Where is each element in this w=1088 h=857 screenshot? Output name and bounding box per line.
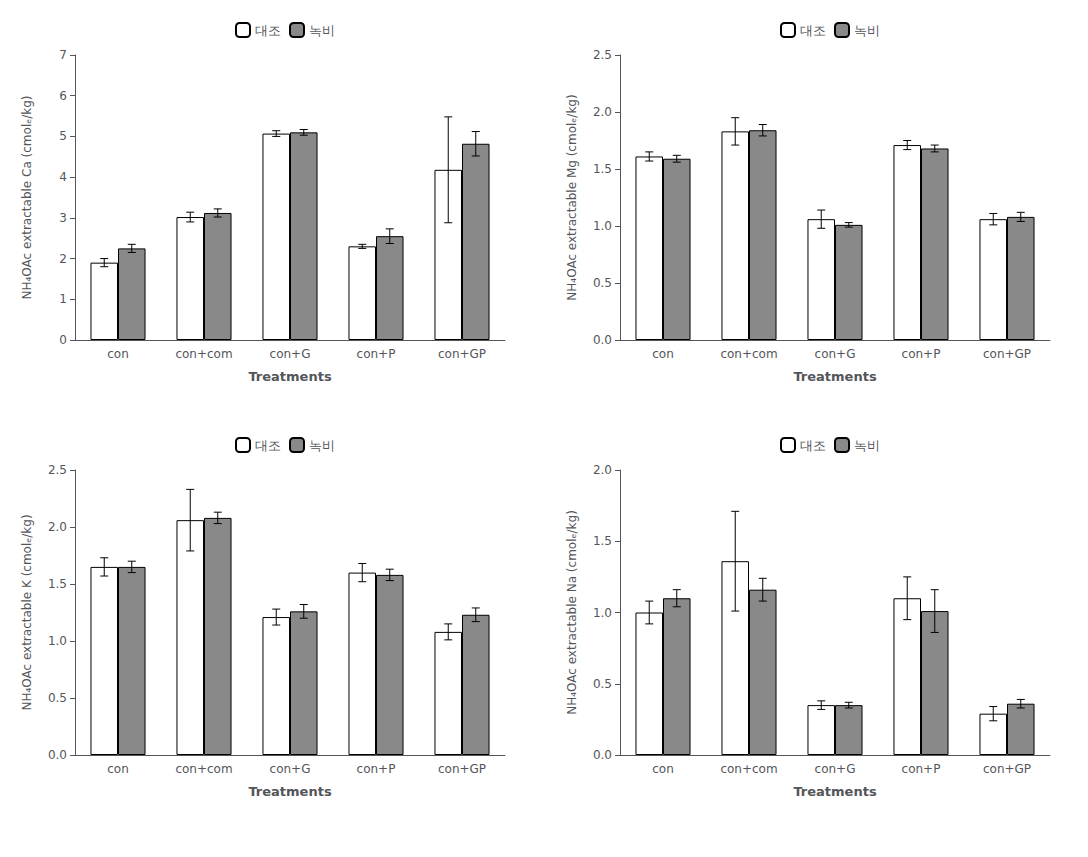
- svg-text:con+com: con+com: [175, 347, 232, 361]
- svg-text:con: con: [107, 347, 129, 361]
- svg-text:2: 2: [59, 252, 67, 266]
- svg-text:NH₄OAc extractable Ca (cmolₑ/k: NH₄OAc extractable Ca (cmolₑ/kg): [20, 95, 34, 299]
- svg-text:con+com: con+com: [720, 347, 777, 361]
- svg-text:2.5: 2.5: [48, 463, 67, 477]
- svg-text:con+GP: con+GP: [983, 347, 1031, 361]
- svg-text:Treatments: Treatments: [793, 784, 876, 799]
- svg-text:con+G: con+G: [270, 762, 311, 776]
- svg-text:con: con: [652, 347, 674, 361]
- svg-text:0.5: 0.5: [48, 691, 67, 705]
- svg-text:대조: 대조: [800, 438, 826, 453]
- svg-text:6: 6: [59, 89, 67, 103]
- svg-text:5: 5: [59, 129, 67, 143]
- svg-text:2.0: 2.0: [48, 520, 67, 534]
- svg-text:1.5: 1.5: [48, 577, 67, 591]
- svg-text:2.5: 2.5: [593, 48, 612, 62]
- svg-text:7: 7: [59, 48, 67, 62]
- svg-text:2.0: 2.0: [593, 105, 612, 119]
- svg-text:0.5: 0.5: [593, 276, 612, 290]
- svg-text:녹비: 녹비: [309, 438, 335, 453]
- svg-text:con+G: con+G: [815, 347, 856, 361]
- svg-text:녹비: 녹비: [854, 23, 880, 38]
- svg-text:3: 3: [59, 211, 67, 225]
- svg-text:1.0: 1.0: [593, 606, 612, 620]
- svg-text:con+GP: con+GP: [438, 762, 486, 776]
- svg-text:con+GP: con+GP: [438, 347, 486, 361]
- svg-text:NH₄OAc extractable Mg (cmolₑ/k: NH₄OAc extractable Mg (cmolₑ/kg): [565, 94, 579, 300]
- svg-text:4: 4: [59, 170, 67, 184]
- svg-text:1.0: 1.0: [48, 634, 67, 648]
- svg-text:con+P: con+P: [902, 762, 941, 776]
- svg-text:con+G: con+G: [270, 347, 311, 361]
- svg-text:NH₄OAc extractable Na (cmolₑ/k: NH₄OAc extractable Na (cmolₑ/kg): [565, 510, 579, 715]
- svg-text:Treatments: Treatments: [248, 369, 331, 384]
- svg-text:con+GP: con+GP: [983, 762, 1031, 776]
- svg-text:대조: 대조: [800, 23, 826, 38]
- svg-text:con+P: con+P: [357, 762, 396, 776]
- svg-text:con: con: [652, 762, 674, 776]
- svg-text:녹비: 녹비: [309, 23, 335, 38]
- svg-text:0.0: 0.0: [593, 748, 612, 762]
- svg-text:con+G: con+G: [815, 762, 856, 776]
- svg-text:0.0: 0.0: [593, 333, 612, 347]
- svg-text:녹비: 녹비: [854, 438, 880, 453]
- svg-text:0.0: 0.0: [48, 748, 67, 762]
- svg-text:1.5: 1.5: [593, 534, 612, 548]
- svg-text:con+com: con+com: [175, 762, 232, 776]
- svg-text:대조: 대조: [255, 438, 281, 453]
- svg-text:con+P: con+P: [357, 347, 396, 361]
- svg-text:Treatments: Treatments: [248, 784, 331, 799]
- svg-text:con+com: con+com: [720, 762, 777, 776]
- svg-text:0: 0: [59, 333, 67, 347]
- svg-text:1: 1: [59, 292, 67, 306]
- svg-text:대조: 대조: [255, 23, 281, 38]
- svg-text:1.5: 1.5: [593, 162, 612, 176]
- svg-text:con+P: con+P: [902, 347, 941, 361]
- svg-text:1.0: 1.0: [593, 219, 612, 233]
- svg-text:2.0: 2.0: [593, 463, 612, 477]
- svg-text:NH₄OAc extractable K (cmolₑ/kg: NH₄OAc extractable K (cmolₑ/kg): [20, 514, 34, 710]
- svg-text:Treatments: Treatments: [793, 369, 876, 384]
- svg-text:0.5: 0.5: [593, 677, 612, 691]
- svg-text:con: con: [107, 762, 129, 776]
